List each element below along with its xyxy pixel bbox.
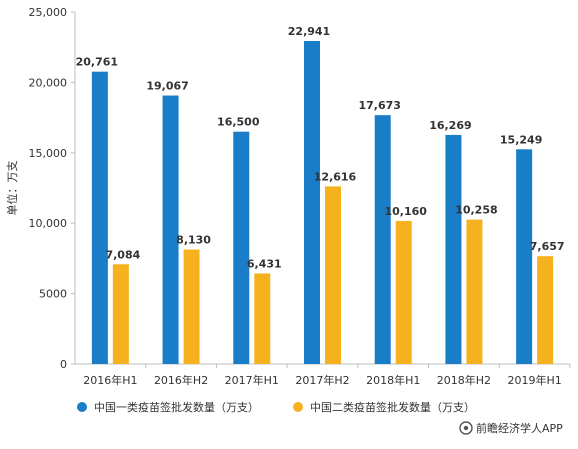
legend-marker-series-2 (293, 402, 303, 412)
data-label-series-2: 7,084 (105, 248, 140, 261)
data-label-series-2: 8,130 (176, 234, 211, 247)
x-tick-label: 2017年H1 (225, 373, 279, 387)
x-tick-label: 2016年H2 (154, 373, 208, 387)
x-tick-label: 2016年H1 (83, 373, 137, 387)
x-tick-label: 2019年H1 (508, 373, 562, 387)
bar-series-2 (395, 220, 412, 364)
data-label-series-2: 12,616 (314, 170, 357, 183)
data-label-series-2: 10,160 (384, 205, 427, 218)
x-tick-label: 2018年H2 (437, 373, 491, 387)
y-axis-title: 单位：万支 (5, 161, 19, 216)
bars (91, 40, 554, 365)
qianzhan-logo-icon (459, 421, 473, 435)
data-label-series-1: 16,269 (429, 119, 471, 132)
bar-series-1 (516, 149, 533, 364)
axes: 0 5000 10,000 15,000 20,000 25,000 单位：万支 2016年H… (5, 6, 571, 387)
data-label-series-2: 10,258 (455, 204, 497, 217)
x-tick-label: 2017年H2 (295, 373, 349, 387)
legend-marker-series-1 (77, 402, 87, 412)
data-label-series-1: 17,673 (358, 99, 400, 112)
data-labels: 20,761 7,084 19,067 8,130 16,500 6,431 22,941 1… (76, 25, 565, 270)
data-label-series-1: 16,500 (217, 116, 260, 129)
data-label-series-1: 20,761 (76, 56, 118, 69)
bar-series-2 (112, 264, 129, 364)
bar-series-1 (91, 71, 108, 364)
bar-series-1 (162, 95, 179, 365)
legend: 中国一类疫苗签批发数量（万支） 中国二类疫苗签批发数量（万支） (77, 400, 475, 414)
bar-series-2 (254, 273, 271, 364)
x-tick-label: 2018年H1 (366, 373, 420, 387)
legend-label-series-2: 中国二类疫苗签批发数量（万支） (310, 400, 475, 414)
bar-series-1 (374, 115, 391, 365)
bar-series-2 (325, 186, 341, 364)
data-label-series-1: 15,249 (500, 133, 542, 146)
y-tick-label: 25,000 (29, 6, 68, 19)
y-tick-label: 0 (60, 358, 67, 371)
bar-series-1 (304, 40, 320, 364)
y-tick-label: 20,000 (29, 76, 68, 89)
y-tick-label: 15,000 (29, 147, 68, 160)
data-label-series-1: 19,067 (146, 80, 188, 93)
bar-series-2 (537, 256, 554, 364)
legend-label-series-1: 中国一类疫苗签批发数量（万支） (94, 400, 259, 414)
bar-series-2 (183, 249, 200, 364)
footer: 前瞻经济学人APP (459, 421, 563, 435)
bar-series-1 (233, 131, 250, 364)
y-tick-label: 5000 (39, 288, 67, 301)
data-label-series-2: 6,431 (247, 257, 282, 270)
data-label-series-2: 7,657 (530, 240, 565, 253)
source-text: 前瞻经济学人APP (476, 421, 563, 435)
bar-series-2 (466, 219, 483, 364)
y-tick-label: 10,000 (29, 217, 68, 230)
bar-series-1 (445, 134, 462, 364)
data-label-series-1: 22,941 (288, 25, 330, 38)
